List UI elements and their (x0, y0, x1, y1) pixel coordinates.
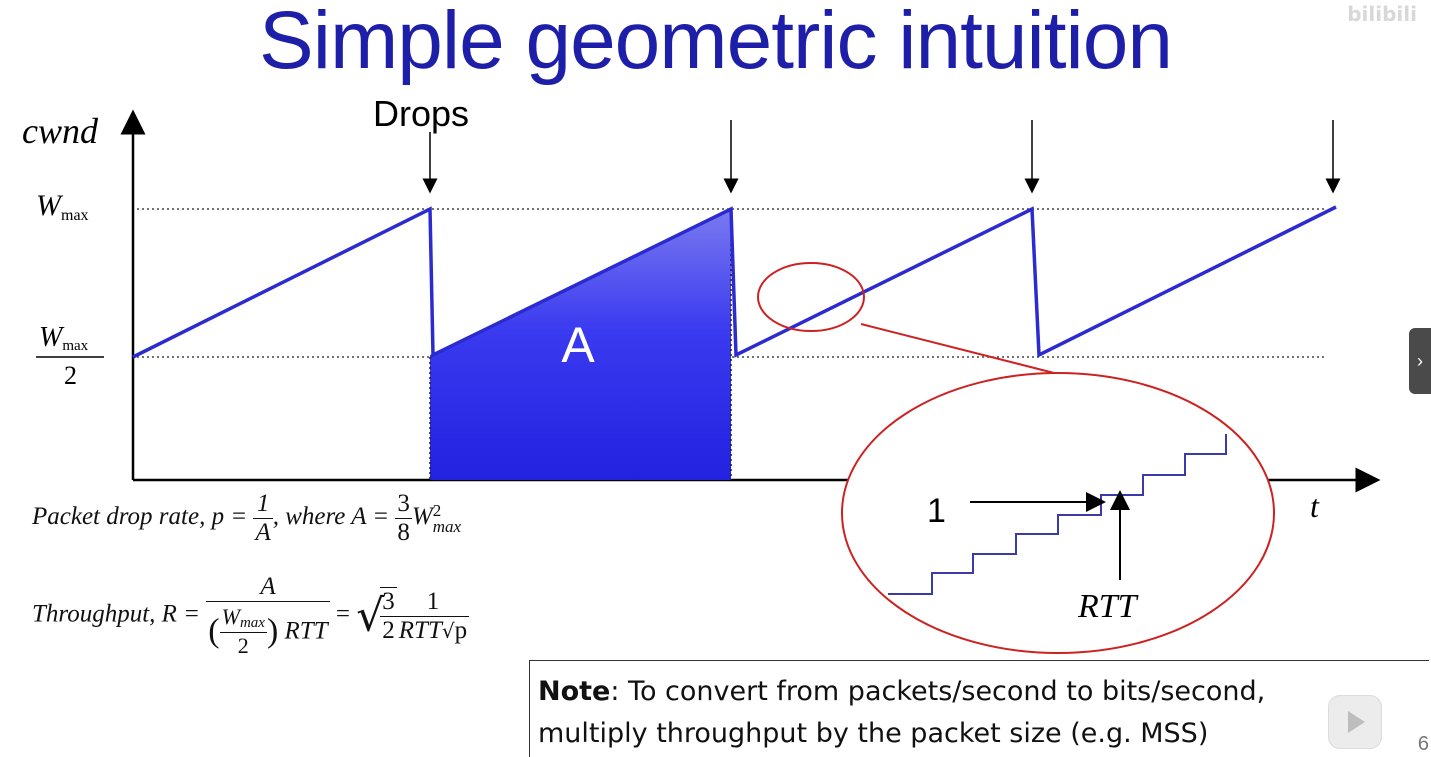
drop-rate-prefix: Packet drop rate, p = (32, 503, 248, 531)
note-line-1: Note: To convert from packets/second to … (538, 676, 1266, 707)
y-axis-label: cwnd (22, 111, 99, 151)
equals-sign: = (335, 600, 350, 628)
three-eighths-fraction: 3 8 (395, 490, 412, 546)
rtt-staircase (888, 434, 1227, 595)
note-box: Note: To convert from packets/second to … (529, 660, 1429, 757)
drop-rate-fraction: 1 A (253, 490, 273, 546)
next-slide-tab[interactable]: › (1409, 328, 1431, 394)
note-line-2: multiply throughput by the packet size (… (538, 718, 1209, 749)
one-over-rtt-sqrt-p: 1 RTT√p (396, 587, 470, 644)
slide-title: Simple geometric intuition (259, 0, 1173, 86)
page-number: 6 (1417, 733, 1429, 755)
cwnd-sawtooth-line (132, 205, 1337, 359)
drops-label: Drops (373, 93, 469, 134)
w-max-squared: W 2 max (411, 500, 462, 536)
x-axis-label: t (1310, 488, 1320, 524)
zoom-source-circle (757, 262, 865, 332)
throughput-formula: Throughput, R = A (Wmax 2) RTT = √ 3 2 1 RT… (32, 573, 470, 659)
sqrt-three-halves: √ 3 2 (356, 587, 397, 644)
zoom-connector-line (860, 323, 1059, 375)
drop-rate-formula: Packet drop rate, p = 1 A , where A = 3 … (32, 490, 461, 547)
play-button[interactable] (1328, 695, 1382, 749)
play-icon (1348, 711, 1365, 733)
area-a-label: A (561, 317, 595, 373)
wmax-label: Wmax (36, 189, 89, 224)
zoom-rtt-label: RTT (1077, 588, 1139, 625)
zoom-circle (841, 372, 1275, 654)
half-wmax-numerator: Wmax (39, 322, 89, 354)
where-text: , where A = (272, 503, 390, 531)
bilibili-watermark: bilibili (1347, 2, 1417, 26)
area-a-shading (430, 209, 731, 480)
zoom-one-label: 1 (927, 492, 946, 530)
half-wmax-denominator: 2 (64, 361, 77, 390)
throughput-prefix: Throughput, R = (32, 600, 201, 628)
throughput-fraction: A (Wmax 2) RTT (206, 573, 330, 658)
